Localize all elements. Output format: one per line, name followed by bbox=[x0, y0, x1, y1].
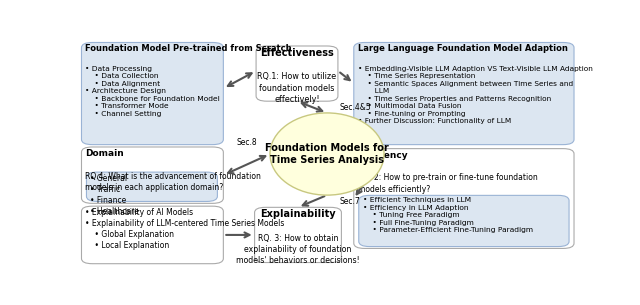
Text: Large Language Foundation Model Adaption: Large Language Foundation Model Adaption bbox=[358, 44, 568, 53]
FancyBboxPatch shape bbox=[86, 172, 218, 202]
Text: RQ. 3: How to obtain
explainability of foundation
models' behaviors or decisions: RQ. 3: How to obtain explainability of f… bbox=[236, 234, 360, 265]
Text: • Explainability of AI Models
• Explainability of LLM-centered Time Series Model: • Explainability of AI Models • Explaina… bbox=[86, 208, 285, 250]
Text: Sec.4&5: Sec.4&5 bbox=[339, 102, 371, 112]
FancyBboxPatch shape bbox=[359, 196, 569, 246]
Text: RQ.4: What is the advancement of foundation
models in each application domain?: RQ.4: What is the advancement of foundat… bbox=[86, 172, 261, 192]
FancyBboxPatch shape bbox=[81, 42, 223, 145]
Text: Explainability: Explainability bbox=[260, 209, 336, 219]
FancyBboxPatch shape bbox=[255, 207, 341, 263]
Text: RQ. 2: How to pre-train or fine-tune foundation
models efficiently?: RQ. 2: How to pre-train or fine-tune fou… bbox=[358, 174, 538, 194]
Text: RQ.1: How to utilize
foundation models
effectively!: RQ.1: How to utilize foundation models e… bbox=[257, 72, 337, 104]
FancyBboxPatch shape bbox=[354, 42, 574, 145]
Text: Effectiveness: Effectiveness bbox=[260, 48, 334, 58]
FancyBboxPatch shape bbox=[256, 46, 338, 101]
Text: Sec.6: Sec.6 bbox=[358, 138, 380, 147]
Text: Sec.7: Sec.7 bbox=[339, 197, 360, 206]
Text: • General
• Traffic
• Finance
• Healthcare: • General • Traffic • Finance • Healthca… bbox=[90, 174, 140, 216]
Text: Efficiency: Efficiency bbox=[358, 150, 408, 160]
Text: • Data Processing
    • Data Collection
    • Data Alignment
• Architecture Desi: • Data Processing • Data Collection • Da… bbox=[86, 66, 220, 117]
Text: • Embedding-Visible LLM Adaption VS Text-Visible LLM Adaption
    • Time Series : • Embedding-Visible LLM Adaption VS Text… bbox=[358, 66, 593, 124]
Text: Foundation Model Pre-trained from Scratch: Foundation Model Pre-trained from Scratc… bbox=[86, 44, 292, 53]
Text: • Efficient Techniques in LLM
• Efficiency in LLM Adaption
    • Tuning Free Par: • Efficient Techniques in LLM • Efficien… bbox=[363, 197, 533, 233]
Ellipse shape bbox=[270, 113, 384, 195]
Text: Domain: Domain bbox=[86, 149, 124, 158]
Text: Foundation Models for
Time Series Analysis: Foundation Models for Time Series Analys… bbox=[265, 143, 389, 165]
Text: Sec.8: Sec.8 bbox=[236, 138, 257, 147]
FancyBboxPatch shape bbox=[81, 206, 223, 264]
FancyBboxPatch shape bbox=[81, 147, 223, 203]
FancyBboxPatch shape bbox=[354, 149, 574, 249]
